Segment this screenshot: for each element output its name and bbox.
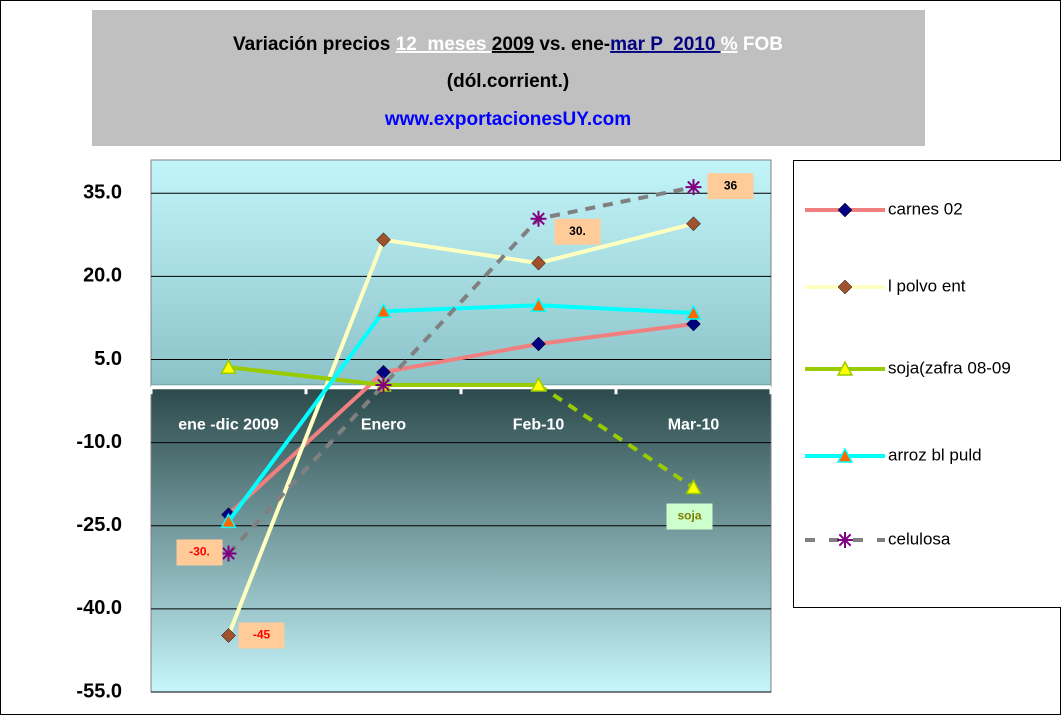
series-line [537,383,695,490]
marker [220,358,237,375]
y-tick-label: 20.0 [83,265,122,287]
y-tick-label: -10.0 [76,431,122,453]
legend-label: celulosa [888,529,951,548]
title-part: mar P 2010 [610,34,721,55]
y-tick-label: 5.0 [94,348,122,370]
data-label-box [707,173,754,200]
title-part: % [721,34,738,55]
series-line [227,185,694,555]
marker [375,302,392,319]
legend-label: soja(zafra 08-09 [888,358,1011,377]
data-label-box [238,622,285,649]
marker [836,447,854,463]
chart-subtitle: (dól.corrient.) [447,71,569,92]
marker [686,216,701,232]
marker [685,478,702,495]
marker [220,545,237,562]
x-tick-label: Feb-10 [513,416,565,433]
data-label-box [176,539,223,566]
x-tick-label: Enero [361,416,407,433]
marker [530,210,547,227]
marker [220,512,237,529]
marker [531,255,546,271]
marker [376,232,391,248]
legend-label: arroz bl puld [888,445,982,464]
y-tick-label: -55.0 [76,680,122,702]
marker [686,316,701,332]
title-part: 2009 [492,34,534,55]
source: www.exportacionesUY.com [384,109,631,130]
y-tick-label: 35.0 [83,182,122,204]
data-label: soja [677,509,701,523]
legend-label: carnes 02 [888,199,963,218]
title-part: 12 meses [396,34,492,55]
data-label-box [554,218,601,245]
chart-title: Variación precios 12 meses 2009 vs. ene-… [233,34,783,55]
x-tick-label: ene -dic 2009 [178,416,279,433]
marker [837,202,853,218]
legend-box [793,160,1061,608]
data-label: -45 [253,628,271,642]
marker [685,304,702,320]
data-label-box [666,503,713,530]
series-line [226,221,694,637]
data-label: 30. [569,224,586,238]
title-part: vs. ene- [534,34,610,55]
marker [837,532,853,548]
title-part: FOB [738,34,783,55]
marker [836,360,854,376]
marker [221,628,236,643]
series-line [227,322,694,517]
marker [837,279,853,295]
series-line [226,303,694,523]
marker [685,179,702,196]
y-tick-label: -40.0 [76,597,122,619]
data-label: -30. [189,545,210,559]
y-tick-label: -25.0 [76,514,122,536]
title-part: Variación precios [233,34,396,55]
legend-label: l polvo ent [888,276,966,295]
marker [530,376,547,392]
title-box [92,10,925,146]
marker [530,296,547,312]
marker [375,376,392,393]
x-tick-label: Mar-10 [668,416,720,433]
marker [531,336,546,352]
data-label: 36 [724,178,738,192]
legend: carnes 02 l polvo ent soja(zafra 08-09 arro… [805,199,1011,548]
plot-area [150,159,772,693]
